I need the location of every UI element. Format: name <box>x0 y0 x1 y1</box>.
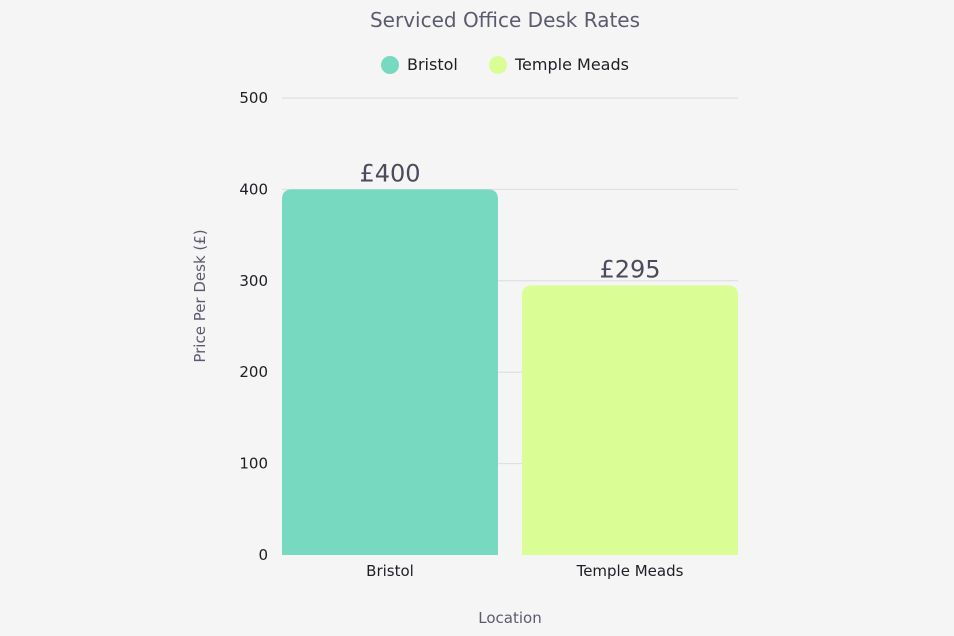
x-axis-title: Location <box>478 609 541 627</box>
legend-label-bristol: Bristol <box>407 55 458 74</box>
y-tick-label: 100 <box>239 455 268 473</box>
y-axis-title: Price Per Desk (£) <box>191 229 209 362</box>
y-tick-label: 300 <box>239 272 268 290</box>
data-label: £400 <box>359 159 420 187</box>
x-axis-ticks: Bristol Temple Meads <box>366 562 683 580</box>
y-tick-label: 200 <box>239 363 268 381</box>
legend-label-temple-meads: Temple Meads <box>514 55 629 74</box>
y-tick-label: 0 <box>258 546 268 564</box>
bar-temple-meads <box>522 285 738 555</box>
legend: Bristol Temple Meads <box>381 55 629 74</box>
legend-marker-temple-meads <box>489 56 507 74</box>
x-tick-label: Bristol <box>366 562 414 580</box>
x-tick-label: Temple Meads <box>576 562 684 580</box>
data-labels: £400 £295 <box>359 159 660 283</box>
y-axis-ticks: 0 100 200 300 400 500 <box>239 89 268 564</box>
chart-title: Serviced Office Desk Rates <box>370 8 640 32</box>
y-tick-label: 400 <box>239 180 268 198</box>
bar-bristol <box>282 189 498 555</box>
data-label: £295 <box>599 255 660 283</box>
bars <box>282 189 738 555</box>
y-tick-label: 500 <box>239 89 268 107</box>
legend-marker-bristol <box>381 56 399 74</box>
